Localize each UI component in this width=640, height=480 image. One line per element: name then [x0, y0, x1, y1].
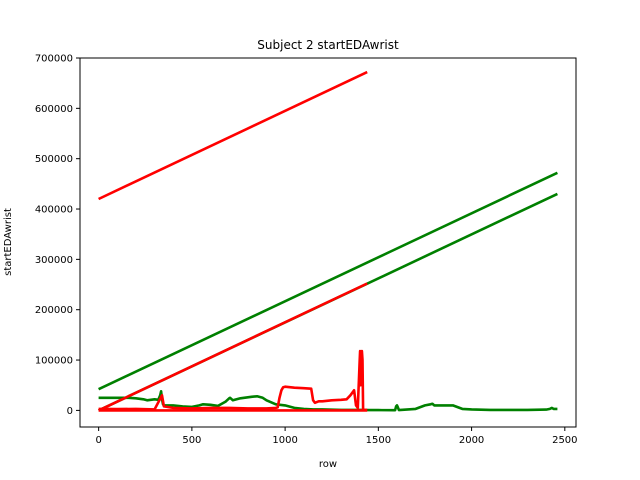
x-tick-label: 0 [95, 435, 101, 446]
x-axis-label: row [319, 459, 337, 470]
y-axis-label: startEDAwrist [3, 208, 14, 276]
y-tick-label: 600000 [35, 104, 73, 115]
axes-frame [79, 57, 577, 428]
x-tick-label: 1500 [366, 435, 391, 446]
x-tick-label: 500 [182, 435, 201, 446]
y-tick-label: 400000 [35, 205, 73, 216]
x-ticks: 0 500 1000 1500 2000 2500 [95, 427, 578, 446]
y-tick-label: 300000 [35, 255, 73, 266]
series-line-6 [98, 349, 368, 412]
y-tick-label: 0 [67, 406, 73, 417]
series-line-5 [98, 282, 368, 412]
x-tick-label: 1000 [272, 435, 297, 446]
chart-title: Subject 2 startEDAwrist [257, 38, 399, 52]
x-tick-label: 2000 [459, 435, 484, 446]
series-layer [98, 70, 558, 412]
y-tick-label: 700000 [35, 54, 73, 65]
series-line-1 [98, 171, 558, 391]
y-tick-label: 100000 [35, 356, 73, 367]
plot-area [80, 58, 576, 427]
y-ticks: 0 100000 200000 300000 400000 500000 600000 700… [35, 54, 80, 417]
y-tick-label: 500000 [35, 154, 73, 165]
x-tick-label: 2500 [552, 435, 577, 446]
series-line-4 [98, 70, 368, 201]
y-tick-label: 200000 [35, 305, 73, 316]
